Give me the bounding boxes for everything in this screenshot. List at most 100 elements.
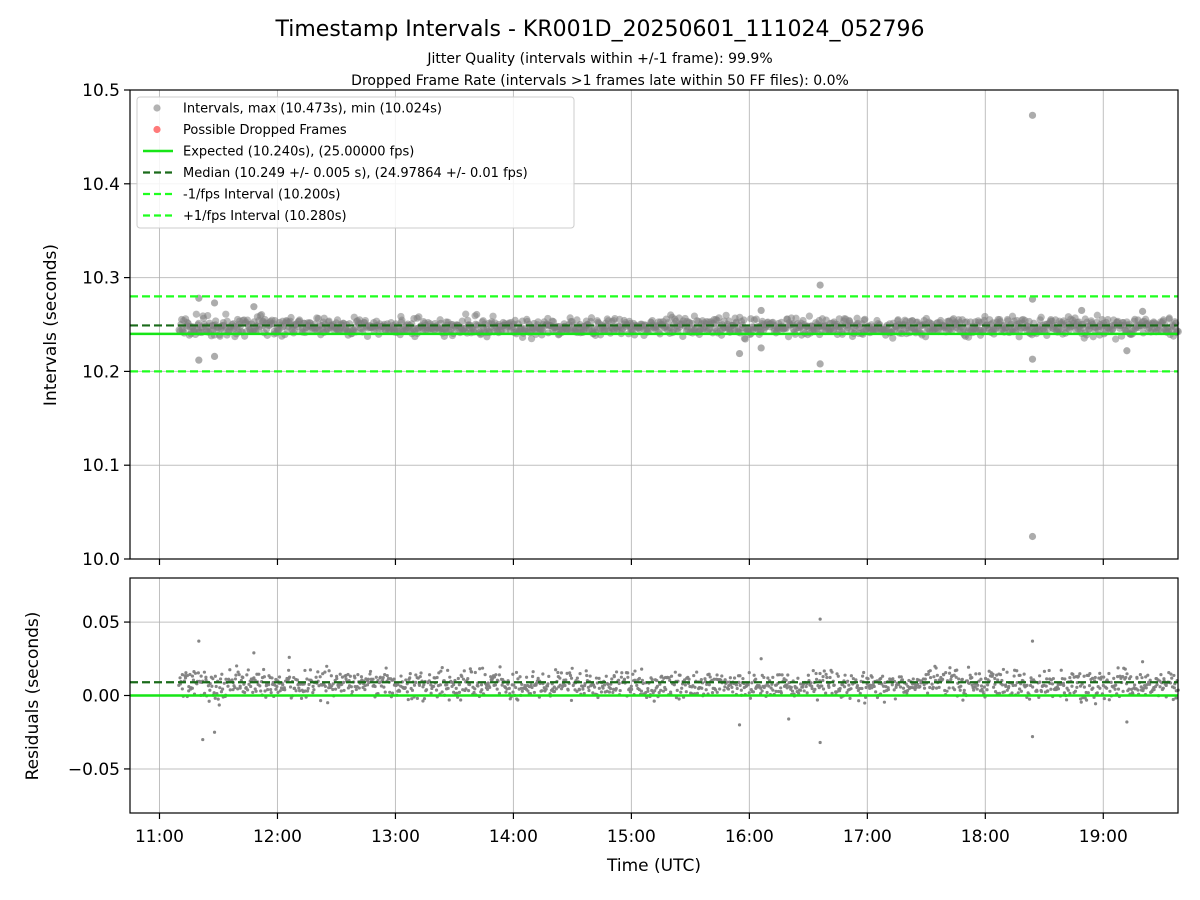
bottom-point bbox=[466, 689, 471, 693]
bottom-point bbox=[180, 673, 184, 677]
bottom-point bbox=[333, 687, 338, 691]
bottom-point bbox=[448, 675, 452, 679]
bottom-point bbox=[928, 685, 932, 690]
bottom-point bbox=[718, 687, 722, 691]
bottom-point bbox=[230, 678, 234, 682]
bottom-point bbox=[786, 673, 790, 677]
bottom-point bbox=[858, 686, 862, 691]
bottom-point bbox=[723, 685, 727, 689]
bottom-point bbox=[1001, 667, 1006, 672]
top-point bbox=[805, 312, 813, 320]
bottom-point bbox=[321, 672, 325, 676]
bottom-point bbox=[554, 687, 558, 691]
bottom-point bbox=[821, 678, 825, 683]
bottom-point bbox=[986, 683, 990, 687]
bottom-point bbox=[1098, 671, 1102, 675]
bottom-point bbox=[361, 685, 365, 690]
bottom-point bbox=[732, 676, 737, 680]
bottom-point bbox=[1029, 676, 1033, 680]
bottom-point bbox=[774, 689, 778, 693]
bottom-point bbox=[306, 686, 310, 691]
bottom-point bbox=[797, 691, 801, 695]
bottom-point bbox=[1109, 680, 1113, 684]
bottom-point bbox=[338, 672, 342, 676]
bottom-point bbox=[252, 676, 256, 680]
bottom-point bbox=[263, 689, 267, 693]
bottom-point bbox=[396, 683, 400, 687]
bottom-point bbox=[804, 684, 808, 689]
top-outlier-point bbox=[195, 356, 203, 364]
bottom-point bbox=[700, 686, 704, 690]
bottom-point bbox=[554, 668, 558, 672]
bottom-point bbox=[570, 666, 574, 670]
bottom-point bbox=[824, 691, 828, 695]
bottom-point bbox=[292, 675, 296, 680]
bottom-point bbox=[726, 687, 731, 691]
bottom-point bbox=[445, 683, 449, 687]
bottom-point bbox=[222, 681, 226, 685]
bottom-point bbox=[1135, 676, 1139, 680]
bottom-point bbox=[536, 676, 540, 680]
bottom-point bbox=[243, 690, 247, 695]
bottom-point bbox=[311, 691, 315, 695]
bottom-point bbox=[305, 677, 309, 681]
bottom-point bbox=[866, 677, 870, 681]
bottom-point bbox=[575, 689, 579, 693]
bottom-point bbox=[926, 672, 930, 676]
bottom-point bbox=[212, 691, 216, 695]
legend-label: Median (10.249 +/- 0.005 s), (24.97864 +… bbox=[183, 166, 528, 181]
bottom-point bbox=[897, 683, 901, 687]
bottom-point bbox=[934, 686, 939, 690]
top-point bbox=[715, 314, 723, 322]
bottom-point bbox=[1087, 684, 1092, 688]
bottom-point bbox=[789, 685, 793, 689]
bottom-point bbox=[262, 667, 266, 672]
bottom-point bbox=[1093, 675, 1097, 680]
bottom-point bbox=[1015, 669, 1019, 673]
bottom-point bbox=[703, 677, 707, 681]
bottom-point bbox=[500, 683, 504, 687]
bottom-point bbox=[410, 688, 415, 692]
bottom-point bbox=[439, 669, 443, 673]
bottom-point bbox=[378, 675, 383, 679]
bottom-point bbox=[1162, 677, 1166, 681]
bottom-point bbox=[498, 665, 502, 669]
bottom-point bbox=[928, 669, 932, 673]
bottom-point bbox=[1064, 698, 1069, 702]
bottom-point bbox=[607, 690, 612, 694]
bottom-point bbox=[429, 691, 433, 695]
bottom-point bbox=[294, 689, 298, 693]
bottom-point bbox=[780, 673, 784, 677]
bottom-point bbox=[857, 699, 861, 703]
bottom-point bbox=[357, 686, 361, 690]
bottom-point bbox=[185, 673, 189, 678]
top-point bbox=[489, 312, 497, 320]
bottom-point bbox=[488, 685, 492, 690]
top-point bbox=[458, 317, 466, 325]
bottom-point bbox=[457, 683, 461, 687]
bottom-point bbox=[494, 673, 498, 677]
x-tick-label: 16:00 bbox=[725, 827, 774, 847]
top-outlier-point bbox=[1028, 532, 1037, 541]
bottom-point bbox=[216, 697, 220, 701]
bottom-point bbox=[472, 690, 476, 695]
bottom-point bbox=[835, 672, 839, 676]
bottom-point bbox=[830, 670, 834, 674]
top-y-tick-label: 10.3 bbox=[82, 269, 120, 289]
bottom-point bbox=[1136, 688, 1140, 692]
bottom-point bbox=[226, 684, 230, 688]
bottom-point bbox=[245, 673, 249, 677]
bottom-point bbox=[1114, 683, 1118, 687]
bottom-point bbox=[259, 689, 263, 693]
bottom-point bbox=[1000, 683, 1005, 687]
bottom-point bbox=[799, 682, 803, 686]
bottom-point bbox=[959, 684, 963, 688]
bottom-point bbox=[434, 688, 439, 692]
bottom-point bbox=[1012, 674, 1016, 678]
bottom-point bbox=[577, 688, 581, 692]
bottom-point bbox=[188, 672, 192, 677]
bottom-point bbox=[631, 672, 635, 676]
bottom-point bbox=[664, 687, 668, 692]
bottom-point bbox=[982, 685, 987, 689]
